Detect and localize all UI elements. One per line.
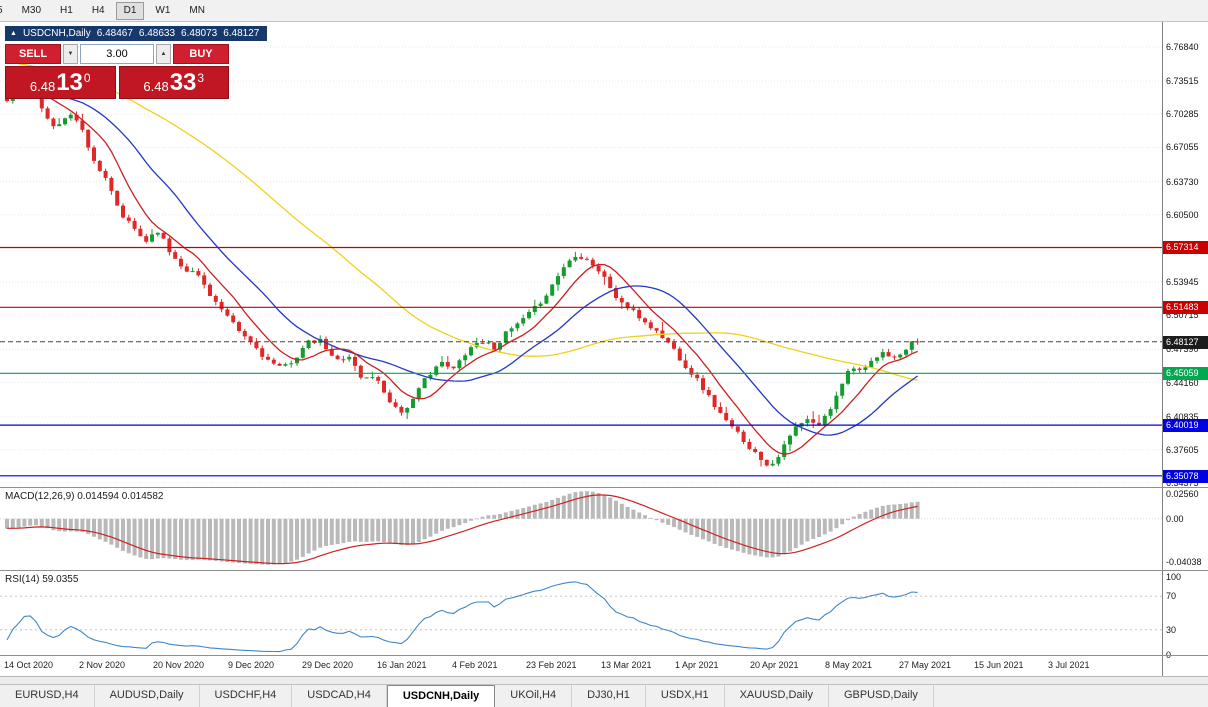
time-axis-label: 13 Mar 2021 (601, 660, 652, 670)
price-level-badge: 6.51483 (1163, 301, 1208, 314)
chart-tab-bar: EURUSD,H4 AUDUSD,Daily USDCHF,H4 USDCAD,… (0, 684, 1208, 707)
buy-price-prefix: 6.48 (143, 79, 169, 95)
price-axis-label: 6.67055 (1166, 142, 1199, 152)
price-axis-label: 6.76840 (1166, 42, 1199, 52)
price-axis-label: 6.44160 (1166, 378, 1199, 388)
tab-usdcad-h4[interactable]: USDCAD,H4 (292, 685, 387, 707)
timeframe-button-m5[interactable]: 5 (0, 2, 11, 20)
timeframe-button-h4[interactable]: H4 (84, 2, 113, 20)
rsi-axis-label: 30 (1166, 625, 1177, 635)
price-level-badge: 6.45059 (1163, 367, 1208, 380)
timeframe-toolbar: 5 M30 H1 H4 D1 W1 MN (0, 0, 1208, 22)
chart-title-high: 6.48633 (138, 28, 176, 39)
time-axis-label: 29 Dec 2020 (302, 660, 354, 670)
pane-separator[interactable] (0, 487, 1208, 488)
macd-axis-label: 0.00 (1166, 514, 1184, 524)
price-axis[interactable]: 6.76840 6.73515 6.70285 6.67055 6.63730 6.605… (1162, 22, 1208, 676)
chart-title-symbol: USDCNH,Daily (22, 28, 91, 39)
timeframe-button-h1[interactable]: H1 (52, 2, 81, 20)
time-axis-label: 9 Dec 2020 (228, 660, 275, 670)
price-axis-label: 6.70285 (1166, 109, 1199, 119)
tab-xauusd-daily[interactable]: XAUUSD,Daily (725, 685, 829, 707)
price-axis-label: 6.63730 (1166, 177, 1199, 187)
lot-decrease-button[interactable]: ▼ (63, 44, 78, 64)
time-axis-label: 3 Jul 2021 (1048, 660, 1090, 670)
timeframe-button-w1[interactable]: W1 (147, 2, 178, 20)
time-axis-label: 1 Apr 2021 (675, 660, 719, 670)
sell-price-point: 0 (83, 71, 91, 85)
price-axis-label: 6.60500 (1166, 210, 1199, 220)
macd-label: MACD(12,26,9) 0.014594 0.014582 (5, 491, 164, 502)
tab-dj30-h1[interactable]: DJ30,H1 (572, 685, 646, 707)
tab-usdx-h1[interactable]: USDX,H1 (646, 685, 725, 707)
time-axis-label: 20 Nov 2020 (153, 660, 205, 670)
lot-size-input[interactable] (80, 44, 154, 64)
time-axis-label: 16 Jan 2021 (377, 660, 427, 670)
time-axis-separator (0, 655, 1208, 656)
chart-title-close: 6.48127 (223, 28, 260, 39)
price-level-badge: 6.57314 (1163, 241, 1208, 254)
sell-price-prefix: 6.48 (29, 79, 56, 95)
time-axis-label: 8 May 2021 (825, 660, 873, 670)
bottom-strip (0, 676, 1208, 684)
price-axis-label: 6.40835 (1166, 412, 1199, 422)
pane-separator[interactable] (0, 570, 1208, 571)
tab-eurusd-h4[interactable]: EURUSD,H4 (0, 685, 95, 707)
one-click-trading-panel: SELL ▼ ▲ BUY 6.48 13 0 6.48 33 3 (5, 44, 229, 99)
chart-window-icon: ▲ (10, 30, 17, 37)
buy-button[interactable]: BUY (173, 44, 229, 64)
price-axis-label: 6.53945 (1166, 277, 1199, 287)
timeframe-button-mn[interactable]: MN (181, 2, 213, 20)
macd-axis-label: -0.04038 (1166, 557, 1202, 567)
chart-title-open: 6.48467 (96, 28, 133, 39)
price-axis-label: 6.34375 (1166, 478, 1199, 488)
price-level-badge: 6.35078 (1163, 470, 1208, 483)
tab-gbpusd-daily[interactable]: GBPUSD,Daily (829, 685, 934, 707)
time-axis-label: 23 Feb 2021 (526, 660, 577, 670)
price-level-badge: 6.40019 (1163, 419, 1208, 432)
lot-increase-button[interactable]: ▲ (156, 44, 171, 64)
time-axis-label: 4 Feb 2021 (452, 660, 498, 670)
sell-button[interactable]: SELL (5, 44, 61, 64)
time-axis-label: 14 Oct 2020 (4, 660, 54, 670)
sell-price-pips: 13 (56, 69, 83, 97)
rsi-canvas[interactable] (0, 571, 1162, 655)
price-axis-label: 6.73515 (1166, 76, 1199, 86)
time-axis[interactable]: 14 Oct 2020 2 Nov 2020 20 Nov 2020 9 Dec 20… (0, 655, 1162, 676)
price-axis-label: 6.47390 (1166, 344, 1199, 354)
time-axis-label: 20 Apr 2021 (750, 660, 799, 670)
rsi-axis-label: 70 (1166, 591, 1177, 601)
buy-price-display[interactable]: 6.48 33 3 (118, 66, 229, 99)
rsi-label: RSI(14) 59.0355 (5, 574, 79, 585)
macd-axis-label: 0.02560 (1166, 489, 1199, 499)
tab-usdchf-h4[interactable]: USDCHF,H4 (200, 685, 293, 707)
chart-title-low: 6.48073 (181, 28, 218, 39)
timeframe-button-d1[interactable]: D1 (115, 1, 145, 20)
buy-price-pips: 33 (169, 69, 197, 97)
price-axis-label: 6.50715 (1166, 310, 1199, 320)
tab-ukoil-h4[interactable]: UKOil,H4 (495, 685, 573, 707)
price-chart-canvas[interactable] (0, 22, 1162, 487)
chart-title-bar: ▲ USDCNH,Daily 6.48467 6.48633 6.48073 6… (5, 26, 268, 41)
buy-price-point: 3 (197, 71, 205, 85)
time-axis-label: 27 May 2021 (899, 660, 952, 670)
tab-usdcnh-daily[interactable]: USDCNH,Daily (386, 685, 496, 707)
macd-canvas[interactable] (0, 488, 1162, 570)
time-axis-label: 2 Nov 2020 (79, 660, 126, 670)
current-price-badge: 6.48127 (1163, 336, 1208, 349)
price-axis-label: 6.37605 (1166, 445, 1199, 455)
sell-price-display[interactable]: 6.48 13 0 (5, 66, 116, 99)
tab-audusd-daily[interactable]: AUDUSD,Daily (95, 685, 200, 707)
time-axis-label: 15 Jun 2021 (974, 660, 1024, 670)
timeframe-button-m30[interactable]: M30 (14, 2, 49, 20)
rsi-axis-label: 100 (1166, 572, 1182, 582)
